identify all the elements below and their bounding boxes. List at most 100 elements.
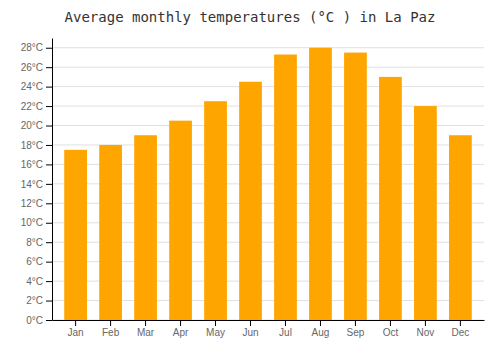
y-tick-label: 12°C (21, 198, 43, 209)
x-tick-label: Dec (451, 327, 469, 338)
x-tick-label: Feb (102, 327, 120, 338)
x-tick-label: Oct (383, 327, 399, 338)
y-axis: 0°C 2°C 4°C 6°C 8°C 10°C 12°C 14°C 16°C 18°C 20°C 2… (21, 39, 53, 326)
y-tick: 20°C (21, 120, 52, 131)
x-tick: May (206, 320, 225, 338)
y-tick-mark (46, 145, 52, 146)
y-tick: 14°C (21, 179, 52, 190)
y-tick: 18°C (21, 140, 52, 151)
y-tick-mark (46, 223, 52, 224)
x-tick-label: Jul (279, 327, 292, 338)
x-tick-mark (110, 320, 111, 326)
y-tick-mark (46, 106, 52, 107)
x-tick-label: Jun (242, 327, 258, 338)
x-tick-label: Aug (312, 327, 330, 338)
y-tick: 0°C (26, 315, 52, 326)
y-tick-mark (46, 67, 52, 68)
y-tick: 2°C (26, 295, 52, 306)
x-tick-mark (75, 320, 76, 326)
y-tick-label: 0°C (26, 315, 43, 326)
x-tick-mark (460, 320, 461, 326)
grid-line (52, 86, 484, 87)
y-tick: 8°C (26, 237, 52, 248)
y-tick-mark (46, 203, 52, 204)
x-tick-mark (250, 320, 251, 326)
x-tick: Oct (383, 320, 399, 338)
y-tick-label: 24°C (21, 81, 43, 92)
y-tick-mark (46, 48, 52, 49)
bar (204, 101, 227, 320)
x-tick-label: Nov (417, 327, 435, 338)
y-tick: 22°C (21, 101, 52, 112)
x-tick: Sep (347, 320, 365, 338)
bar (169, 121, 192, 320)
x-tick: Jan (68, 320, 84, 338)
y-tick: 4°C (26, 276, 52, 287)
y-tick: 10°C (21, 217, 52, 228)
y-tick-mark (46, 164, 52, 165)
y-tick: 24°C (21, 81, 52, 92)
plot-area (64, 48, 472, 320)
y-tick-label: 28°C (21, 42, 43, 53)
y-tick-mark (46, 281, 52, 282)
x-axis-line (53, 320, 485, 321)
x-tick-label: May (206, 327, 225, 338)
x-tick-mark (285, 320, 286, 326)
bar (344, 53, 367, 320)
y-tick: 28°C (21, 42, 52, 53)
y-tick-label: 4°C (26, 276, 43, 287)
bar (239, 82, 262, 320)
x-tick: Nov (417, 320, 435, 338)
x-tick-mark (215, 320, 216, 326)
x-tick-label: Jan (68, 327, 84, 338)
y-tick-label: 16°C (21, 159, 43, 170)
y-tick-label: 14°C (21, 179, 43, 190)
y-tick-label: 10°C (21, 217, 43, 228)
y-axis-line (52, 39, 53, 321)
bar (134, 135, 157, 320)
grid-line (52, 47, 484, 48)
y-tick-label: 18°C (21, 140, 43, 151)
y-tick-mark (46, 262, 52, 263)
bar (379, 77, 402, 320)
y-tick-mark (46, 320, 52, 321)
x-tick-label: Sep (347, 327, 365, 338)
x-tick: Dec (451, 320, 469, 338)
x-tick-mark (180, 320, 181, 326)
x-tick: Apr (173, 320, 189, 338)
y-tick-label: 22°C (21, 101, 43, 112)
x-tick-mark (145, 320, 146, 326)
y-tick-mark (46, 301, 52, 302)
x-tick-mark (425, 320, 426, 326)
y-tick-label: 20°C (21, 120, 43, 131)
bar (414, 106, 437, 320)
grid (52, 48, 484, 320)
x-tick-label: Mar (137, 327, 155, 338)
y-tick-label: 6°C (26, 256, 43, 267)
bar (64, 150, 87, 320)
x-tick-label: Apr (173, 327, 189, 338)
y-tick-mark (46, 242, 52, 243)
y-tick-mark (46, 184, 52, 185)
x-tick: Jul (279, 320, 292, 338)
x-tick: Aug (312, 320, 330, 338)
bar (99, 145, 122, 320)
grid-line (52, 67, 484, 68)
x-axis: Jan Feb Mar Apr May Jun Jul Aug Sep Oct Nov Dec (53, 320, 485, 338)
x-tick-mark (355, 320, 356, 326)
bar (309, 48, 332, 320)
chart: Jan Feb Mar Apr May Jun Jul Aug Sep Oct Nov Dec 0°C 2… (0, 0, 500, 350)
x-tick: Mar (137, 320, 155, 338)
y-tick: 6°C (26, 256, 52, 267)
y-tick-mark (46, 87, 52, 88)
y-tick: 26°C (21, 62, 52, 73)
bar (449, 135, 472, 320)
y-tick-mark (46, 126, 52, 127)
y-tick: 16°C (21, 159, 52, 170)
y-tick-label: 26°C (21, 62, 43, 73)
x-tick-mark (390, 320, 391, 326)
x-tick: Jun (242, 320, 258, 338)
y-tick: 12°C (21, 198, 52, 209)
x-tick: Feb (102, 320, 120, 338)
y-tick-label: 8°C (26, 237, 43, 248)
